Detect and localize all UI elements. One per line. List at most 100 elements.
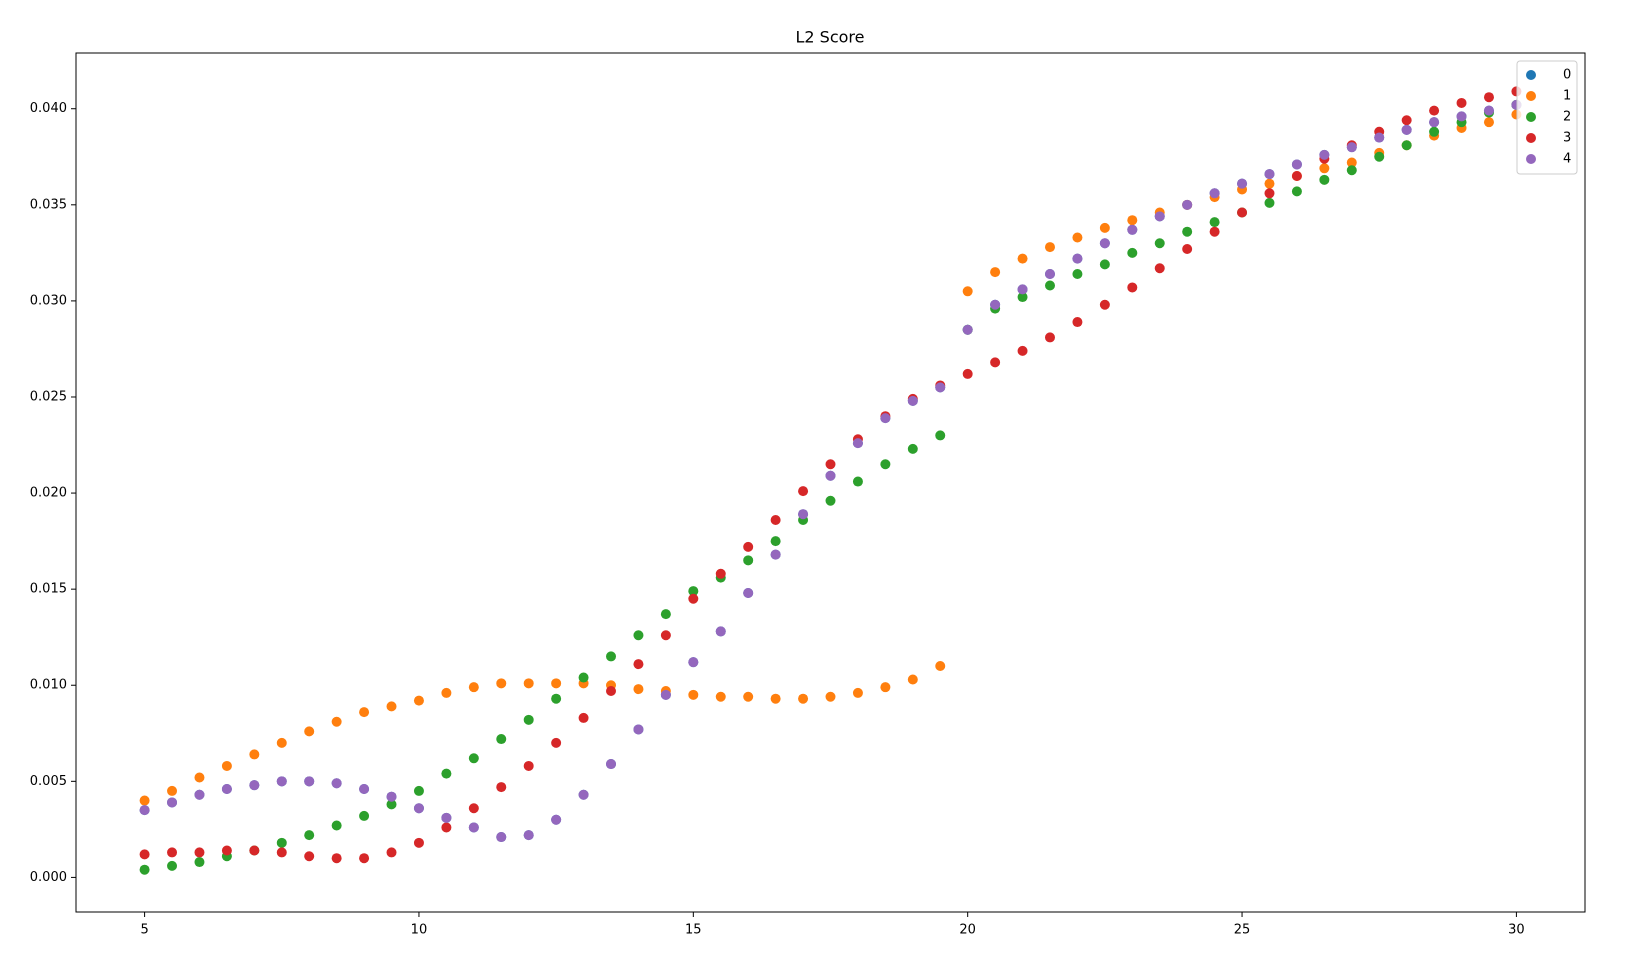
point bbox=[413, 785, 424, 796]
point bbox=[1127, 282, 1138, 293]
point bbox=[990, 357, 1001, 368]
legend-label: 4 bbox=[1563, 152, 1571, 167]
point bbox=[468, 803, 479, 814]
point bbox=[660, 689, 671, 700]
point bbox=[798, 509, 809, 520]
point bbox=[139, 805, 150, 816]
point bbox=[386, 847, 397, 858]
point bbox=[743, 587, 754, 598]
point bbox=[1456, 97, 1467, 108]
point bbox=[688, 689, 699, 700]
point bbox=[907, 443, 918, 454]
point bbox=[743, 555, 754, 566]
point bbox=[880, 413, 891, 424]
point bbox=[743, 691, 754, 702]
point bbox=[304, 851, 315, 862]
point bbox=[990, 267, 1001, 278]
point bbox=[1237, 178, 1248, 189]
legend-label: 2 bbox=[1563, 110, 1571, 125]
point bbox=[1127, 247, 1138, 258]
point bbox=[1099, 238, 1110, 249]
point bbox=[468, 753, 479, 764]
point bbox=[1346, 157, 1357, 168]
x-tick-label: 25 bbox=[1234, 923, 1251, 938]
y-tick-label: 0.005 bbox=[30, 774, 67, 789]
point bbox=[1429, 105, 1440, 116]
point bbox=[825, 495, 836, 506]
point bbox=[825, 470, 836, 481]
point bbox=[359, 707, 370, 718]
point bbox=[331, 820, 342, 831]
point bbox=[413, 695, 424, 706]
point bbox=[606, 759, 617, 770]
point bbox=[880, 682, 891, 693]
point bbox=[1291, 159, 1302, 170]
point bbox=[578, 672, 589, 683]
point bbox=[770, 514, 781, 525]
point bbox=[633, 659, 644, 670]
point bbox=[825, 459, 836, 470]
point bbox=[221, 784, 232, 795]
point bbox=[715, 568, 726, 579]
point bbox=[1237, 207, 1248, 218]
point bbox=[1319, 174, 1330, 185]
point bbox=[194, 847, 205, 858]
point bbox=[1072, 317, 1083, 328]
point bbox=[1099, 222, 1110, 233]
point bbox=[139, 849, 150, 860]
point bbox=[825, 691, 836, 702]
legend-label: 3 bbox=[1563, 131, 1571, 146]
x-tick-label: 30 bbox=[1508, 923, 1525, 938]
point bbox=[688, 657, 699, 668]
point bbox=[1346, 165, 1357, 176]
point bbox=[880, 459, 891, 470]
point bbox=[770, 536, 781, 547]
point bbox=[1374, 151, 1385, 162]
point bbox=[441, 687, 452, 698]
point bbox=[1209, 217, 1220, 228]
point bbox=[1017, 284, 1028, 295]
point bbox=[1429, 117, 1440, 128]
point bbox=[496, 734, 507, 745]
point bbox=[798, 693, 809, 704]
y-tick-label: 0.015 bbox=[30, 582, 67, 597]
point bbox=[1319, 149, 1330, 160]
point bbox=[1182, 226, 1193, 237]
point bbox=[496, 832, 507, 843]
point bbox=[221, 845, 232, 856]
point bbox=[551, 737, 562, 748]
point bbox=[167, 797, 178, 808]
point bbox=[606, 686, 617, 697]
point bbox=[304, 776, 315, 787]
point bbox=[578, 712, 589, 723]
point bbox=[1291, 186, 1302, 197]
point bbox=[468, 822, 479, 833]
point bbox=[1154, 238, 1165, 249]
point bbox=[359, 810, 370, 821]
point bbox=[496, 678, 507, 689]
point bbox=[688, 593, 699, 604]
point bbox=[770, 549, 781, 560]
point bbox=[1154, 263, 1165, 274]
point bbox=[1044, 332, 1055, 343]
point bbox=[276, 837, 287, 848]
point bbox=[194, 857, 205, 868]
point bbox=[935, 430, 946, 441]
point bbox=[907, 674, 918, 685]
point bbox=[1154, 211, 1165, 222]
point bbox=[331, 853, 342, 864]
point bbox=[633, 724, 644, 735]
point bbox=[468, 682, 479, 693]
point bbox=[523, 760, 534, 771]
point bbox=[715, 691, 726, 702]
point bbox=[304, 830, 315, 841]
point bbox=[331, 778, 342, 789]
point bbox=[1374, 132, 1385, 143]
point bbox=[1044, 242, 1055, 253]
point bbox=[743, 541, 754, 552]
point bbox=[413, 803, 424, 814]
point bbox=[1429, 126, 1440, 137]
point bbox=[194, 772, 205, 783]
point bbox=[660, 609, 671, 620]
